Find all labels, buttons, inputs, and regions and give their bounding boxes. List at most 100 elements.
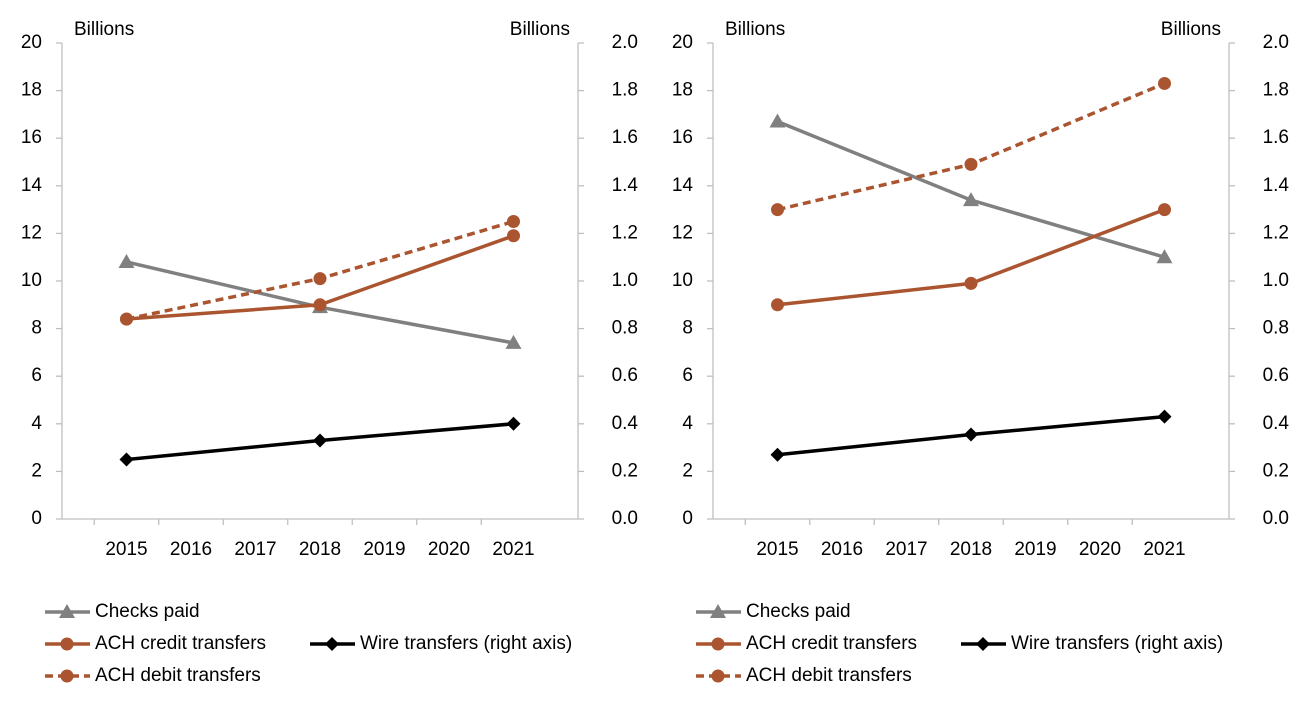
marker xyxy=(1157,409,1172,424)
marker xyxy=(964,157,978,171)
legend-marker xyxy=(710,604,726,618)
marker xyxy=(769,113,786,128)
legend-marker xyxy=(60,637,74,651)
y2-tick-label: 0.8 xyxy=(612,318,638,339)
legend-marker xyxy=(711,669,725,683)
legend-marker xyxy=(325,637,339,651)
y-tick-label: 6 xyxy=(682,365,693,386)
marker xyxy=(313,298,327,312)
marker xyxy=(120,312,133,326)
y-tick-label: 20 xyxy=(21,32,42,53)
x-tick-label: 2015 xyxy=(756,539,798,560)
y-tick-label: 16 xyxy=(21,127,42,148)
marker xyxy=(507,215,520,228)
y2-tick-label: 1.4 xyxy=(1263,175,1290,196)
marker xyxy=(313,433,327,448)
y2-tick-label: 0.2 xyxy=(612,460,638,481)
legend-label: ACH debit transfers xyxy=(95,665,261,686)
legend-label: ACH credit transfers xyxy=(746,633,917,654)
y2-tick-label: 1.8 xyxy=(612,80,638,101)
y-tick-label: 16 xyxy=(672,127,693,148)
marker xyxy=(507,229,520,243)
marker xyxy=(771,203,784,217)
y2-tick-label: 1.2 xyxy=(612,222,638,243)
y2-tick-label: 0.4 xyxy=(1263,413,1290,434)
y2-tick-label: 2.0 xyxy=(612,32,638,53)
y-tick-label: 18 xyxy=(672,80,693,101)
y2-tick-label: 0.2 xyxy=(1263,460,1289,481)
y2-tick-label: 0.6 xyxy=(612,365,638,386)
y-tick-label: 20 xyxy=(672,32,693,53)
legend-marker xyxy=(60,669,74,683)
series-line xyxy=(777,207,1166,307)
y2-tick-label: 1.4 xyxy=(612,175,639,196)
x-tick-label: 2021 xyxy=(492,539,534,560)
marker xyxy=(770,447,785,462)
y-tick-label: 2 xyxy=(682,460,693,481)
y2-tick-label: 1.0 xyxy=(612,270,638,291)
marker xyxy=(505,334,522,349)
x-tick-label: 2018 xyxy=(950,539,992,560)
y-tick-label: 4 xyxy=(682,413,693,434)
x-tick-label: 2015 xyxy=(105,539,147,560)
y2-tick-label: 1.6 xyxy=(1263,127,1289,148)
y2-tick-label: 0.0 xyxy=(612,508,638,529)
y-tick-label: 10 xyxy=(672,270,693,291)
y2-tick-label: 1.8 xyxy=(1263,80,1289,101)
y-tick-label: 14 xyxy=(21,175,43,196)
legend-label: ACH credit transfers xyxy=(95,633,266,654)
x-tick-label: 2016 xyxy=(170,539,212,560)
x-tick-label: 2020 xyxy=(1079,539,1121,560)
x-tick-label: 2016 xyxy=(821,539,863,560)
legend-label: Wire transfers (right axis) xyxy=(360,633,572,654)
legend-marker xyxy=(711,637,725,651)
x-tick-label: 2021 xyxy=(1143,539,1185,560)
x-tick-label: 2020 xyxy=(428,539,470,560)
y2-tick-label: 0.4 xyxy=(612,413,639,434)
legend-label: Wire transfers (right axis) xyxy=(1011,633,1223,654)
marker xyxy=(964,427,978,442)
y-tick-label: 10 xyxy=(21,270,42,291)
y2-tick-label: 0.0 xyxy=(1263,508,1289,529)
marker xyxy=(1158,76,1171,90)
series-line xyxy=(776,119,1165,259)
legend-marker xyxy=(59,604,75,618)
y2-tick-label: 1.0 xyxy=(1263,270,1289,291)
y-tick-label: 12 xyxy=(672,222,693,243)
y-tick-label: 8 xyxy=(682,318,693,339)
x-tick-label: 2018 xyxy=(299,539,341,560)
x-tick-label: 2019 xyxy=(1014,539,1056,560)
marker xyxy=(119,452,134,467)
marker xyxy=(1158,203,1171,217)
marker xyxy=(963,192,979,207)
marker xyxy=(771,298,784,312)
y2-tick-label: 1.2 xyxy=(1263,222,1289,243)
y2-tick-label: 0.6 xyxy=(1263,365,1289,386)
y-tick-label: 0 xyxy=(682,508,693,529)
y2-axis-label: Billions xyxy=(510,19,570,40)
y-tick-label: 6 xyxy=(31,365,42,386)
y-tick-label: 4 xyxy=(31,413,42,434)
legend-label: Checks paid xyxy=(746,601,851,622)
y2-tick-label: 2.0 xyxy=(1263,32,1289,53)
legend-marker xyxy=(976,637,990,651)
y-tick-label: 0 xyxy=(31,508,42,529)
y2-axis-label: Billions xyxy=(1161,19,1221,40)
marker xyxy=(118,253,135,268)
marker xyxy=(313,272,327,286)
y-tick-label: 8 xyxy=(31,318,42,339)
y2-tick-label: 1.6 xyxy=(612,127,638,148)
x-tick-label: 2019 xyxy=(363,539,405,560)
marker xyxy=(506,416,521,431)
y-tick-label: 12 xyxy=(21,222,42,243)
y-tick-label: 14 xyxy=(672,175,694,196)
y-tick-label: 2 xyxy=(31,460,42,481)
y-tick-label: 18 xyxy=(21,80,42,101)
y-axis-label: Billions xyxy=(74,19,134,40)
legend-label: ACH debit transfers xyxy=(746,665,912,686)
marker xyxy=(964,276,978,290)
x-tick-label: 2017 xyxy=(234,539,276,560)
y2-tick-label: 0.8 xyxy=(1263,318,1289,339)
legend-label: Checks paid xyxy=(95,601,200,622)
